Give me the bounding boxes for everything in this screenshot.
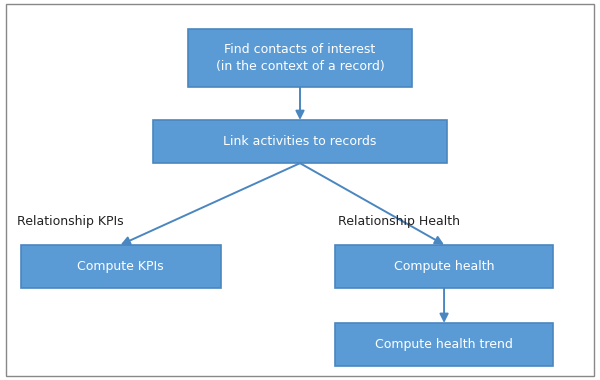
Text: Compute health: Compute health <box>394 260 494 273</box>
Text: Relationship Health: Relationship Health <box>338 215 460 228</box>
FancyBboxPatch shape <box>153 120 447 163</box>
FancyBboxPatch shape <box>335 245 553 288</box>
Text: Find contacts of interest
(in the context of a record): Find contacts of interest (in the contex… <box>215 43 385 73</box>
Text: Relationship KPIs: Relationship KPIs <box>17 215 123 228</box>
FancyBboxPatch shape <box>335 323 553 366</box>
Text: Compute health trend: Compute health trend <box>375 338 513 351</box>
Text: Compute KPIs: Compute KPIs <box>77 260 164 273</box>
Text: Link activities to records: Link activities to records <box>223 135 377 148</box>
FancyBboxPatch shape <box>20 245 221 288</box>
FancyBboxPatch shape <box>188 29 412 87</box>
